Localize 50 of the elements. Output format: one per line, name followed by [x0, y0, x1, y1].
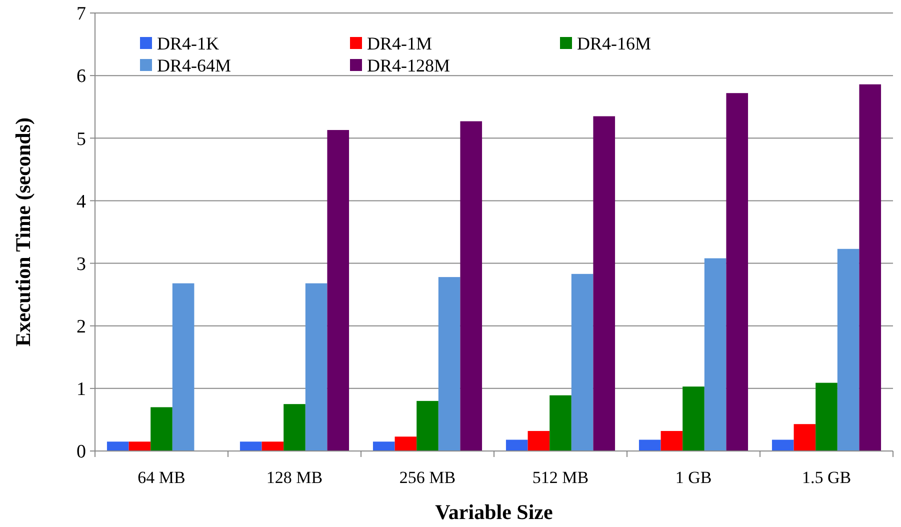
x-tick-label: 256 MB: [399, 468, 456, 487]
y-tick-label: 4: [76, 191, 86, 212]
bar: [372, 442, 395, 451]
bar: [837, 248, 860, 451]
bar: [106, 442, 129, 451]
legend-label: DR4-1K: [157, 33, 219, 54]
bar: [571, 274, 594, 451]
legend-label: DR4-1M: [367, 33, 432, 54]
bar: [128, 442, 151, 451]
bar: [416, 400, 438, 451]
bar: [150, 407, 172, 451]
x-axis-title: Variable Size: [435, 500, 553, 524]
bar: [262, 442, 284, 451]
legend-label: DR4-16M: [577, 33, 652, 54]
bar: [327, 130, 350, 451]
bar: [682, 386, 704, 451]
x-tick-label: 1.5 GB: [802, 468, 852, 487]
legend-label: DR4-128M: [367, 55, 450, 76]
bar: [305, 283, 328, 451]
bar: [172, 283, 194, 451]
bar: [593, 116, 616, 451]
y-tick-label: 2: [76, 316, 86, 338]
x-tick-label: 512 MB: [532, 468, 589, 487]
bar: [240, 442, 262, 451]
bar: [438, 277, 460, 451]
bar: [460, 121, 482, 451]
bar: [726, 93, 748, 451]
bar: [816, 382, 838, 451]
y-tick-label: 0: [76, 442, 86, 463]
bar: [859, 84, 882, 451]
bar: [704, 258, 726, 451]
bar: [638, 440, 661, 451]
y-tick-label: 1: [76, 379, 86, 400]
bar: [284, 404, 306, 451]
y-tick-label: 7: [76, 4, 86, 25]
y-axis-title: Execution Time (seconds): [11, 117, 35, 347]
y-tick-label: 6: [76, 66, 86, 88]
x-tick-label: 64 MB: [138, 468, 186, 487]
bar: [660, 430, 683, 451]
bar: [506, 440, 528, 451]
x-tick-label: 128 MB: [266, 468, 323, 487]
legend-label: DR4-64M: [157, 55, 232, 76]
bar: [550, 395, 572, 451]
x-tick-label: 1 GB: [675, 468, 712, 487]
bar: [794, 424, 816, 451]
y-tick-label: 5: [76, 128, 86, 150]
y-tick-label: 3: [76, 254, 86, 275]
bar: [772, 440, 794, 451]
bar: [528, 430, 550, 451]
bar: [394, 436, 417, 451]
